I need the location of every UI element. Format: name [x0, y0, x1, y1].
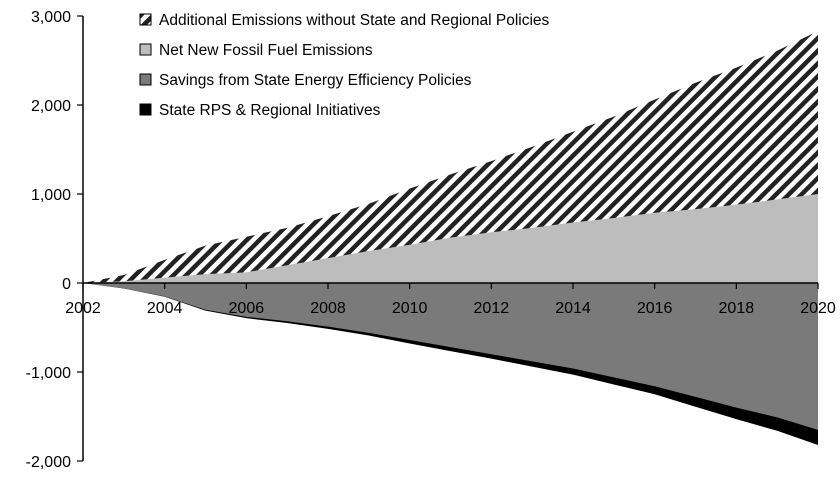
area-net-new-fossil-fuel-emissions [83, 194, 818, 283]
x-tick-label: 2012 [474, 300, 510, 317]
y-tick-label: 0 [62, 276, 71, 293]
y-tick-label: 3,000 [31, 9, 71, 26]
legend-label: Net New Fossil Fuel Emissions [159, 42, 373, 59]
x-tick-label: 2014 [555, 300, 591, 317]
legend-item-state-rps-regional-initiatives: State RPS & Regional Initiatives [139, 102, 381, 119]
legend-swatch [139, 73, 152, 86]
legend-label: Savings from State Energy Efficiency Pol… [159, 72, 472, 89]
x-tick-label: 2010 [392, 300, 428, 317]
x-tick-label: 2020 [800, 300, 836, 317]
legend-label: Additional Emissions without State and R… [159, 12, 550, 29]
legend-label: State RPS & Regional Initiatives [159, 102, 381, 119]
legend-item-additional-emissions-without-state-and-regional-policies: Additional Emissions without State and R… [139, 12, 550, 29]
x-tick-label: 2002 [65, 300, 101, 317]
legend-swatch [139, 103, 152, 116]
legend-swatch [139, 13, 152, 26]
y-tick-label: 2,000 [31, 98, 71, 115]
legend-item-net-new-fossil-fuel-emissions: Net New Fossil Fuel Emissions [139, 42, 373, 59]
legend-item-savings-from-state-energy-efficiency-policies: Savings from State Energy Efficiency Pol… [139, 72, 472, 89]
x-tick-label: 2004 [147, 300, 183, 317]
y-tick-label: -1,000 [26, 365, 71, 382]
x-tick-label: 2006 [229, 300, 265, 317]
x-tick-label: 2018 [719, 300, 755, 317]
y-tick-label: 1,000 [31, 187, 71, 204]
y-tick-label: -2,000 [26, 454, 71, 471]
legend-swatch [139, 43, 152, 56]
x-tick-label: 2016 [637, 300, 673, 317]
x-tick-label: 2008 [310, 300, 346, 317]
area-savings-from-state-energy-efficiency-policies [83, 283, 818, 430]
